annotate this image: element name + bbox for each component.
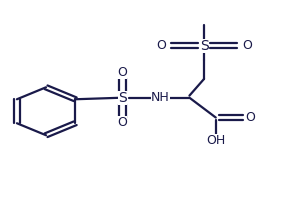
Text: O: O bbox=[117, 66, 127, 79]
Text: O: O bbox=[243, 39, 252, 52]
Text: O: O bbox=[156, 39, 166, 52]
Text: S: S bbox=[118, 91, 126, 105]
Text: OH: OH bbox=[206, 134, 225, 147]
Text: O: O bbox=[245, 111, 255, 124]
Text: NH: NH bbox=[151, 91, 170, 104]
Text: S: S bbox=[200, 39, 208, 52]
Text: O: O bbox=[117, 116, 127, 129]
